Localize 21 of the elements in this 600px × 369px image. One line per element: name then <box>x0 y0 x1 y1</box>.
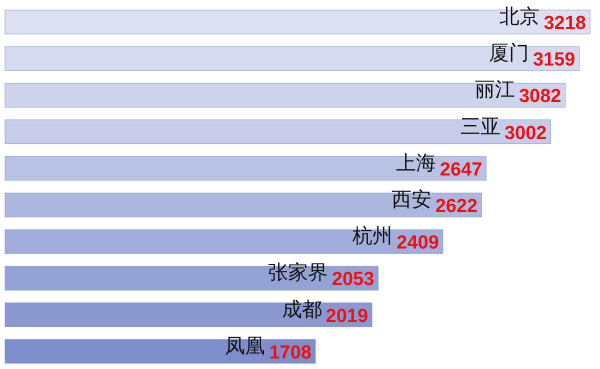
data-label: 3002 <box>504 122 547 144</box>
y-tick-label: 凤凰 <box>225 335 266 358</box>
data-label: 3159 <box>532 50 576 71</box>
y-tick-label: 丽江 <box>474 79 515 102</box>
data-label: 2647 <box>440 159 482 180</box>
y-tick-label: 厦门 <box>488 42 529 65</box>
data-label: 3082 <box>518 86 562 108</box>
y-tick-label: 三亚 <box>460 116 500 138</box>
y-tick-label: 张家界 <box>268 262 328 284</box>
data-label: 1708 <box>269 342 312 364</box>
data-label: 2019 <box>326 306 368 327</box>
y-tick-label: 成都 <box>282 298 322 321</box>
y-tick-label: 西安 <box>391 189 432 211</box>
data-label: 2622 <box>435 196 478 217</box>
bar <box>4 120 551 144</box>
data-label: 2409 <box>396 232 439 254</box>
y-tick-label: 杭州 <box>352 226 393 248</box>
y-tick-label: 上海 <box>396 152 436 174</box>
y-tick-label: 北京 <box>500 6 540 28</box>
data-label: 3218 <box>544 13 586 34</box>
data-label: 2053 <box>332 269 374 290</box>
